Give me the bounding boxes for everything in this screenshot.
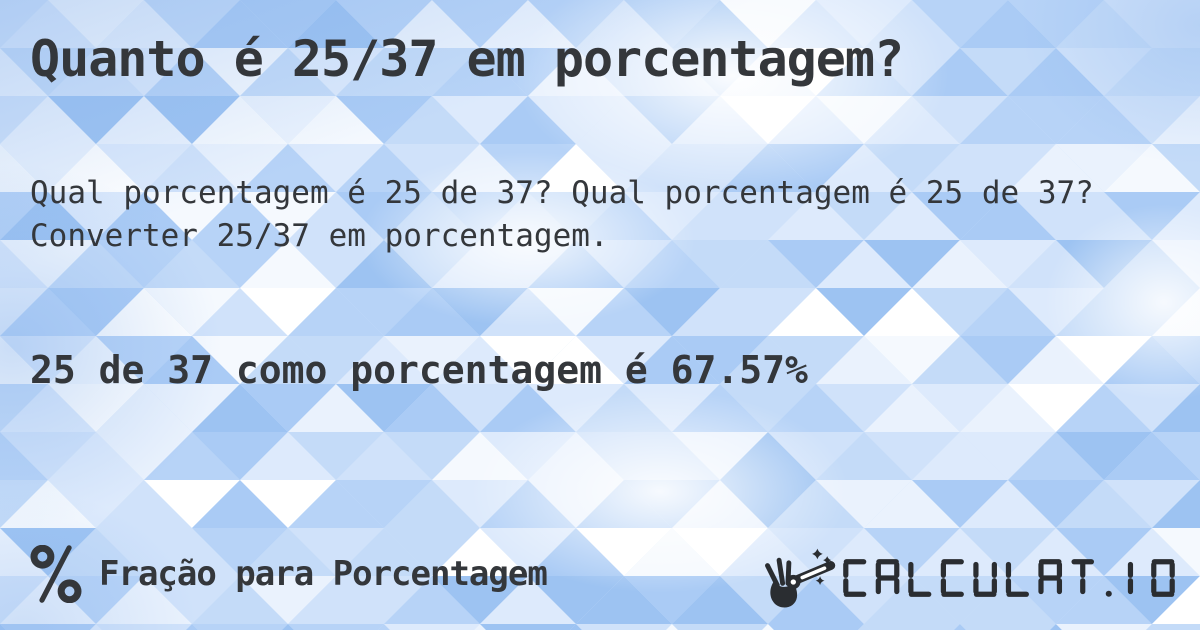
footer: Fração para Porcentagem — [30, 538, 1176, 610]
percent-icon — [30, 545, 82, 603]
brand-logo — [755, 545, 1176, 611]
category-label: Fração para Porcentagem — [99, 554, 548, 594]
category-badge: Fração para Porcentagem — [30, 545, 548, 603]
answer-heading: 25 de 37 como porcentagem é 67.57% — [30, 348, 808, 392]
page-title: Quanto é 25/37 em porcentagem? — [30, 30, 904, 88]
page-description: Qual porcentagem é 25 de 37? Qual porcen… — [30, 175, 1094, 254]
magic-wand-hand-icon — [765, 548, 836, 608]
brand-wordmark — [843, 559, 1175, 597]
